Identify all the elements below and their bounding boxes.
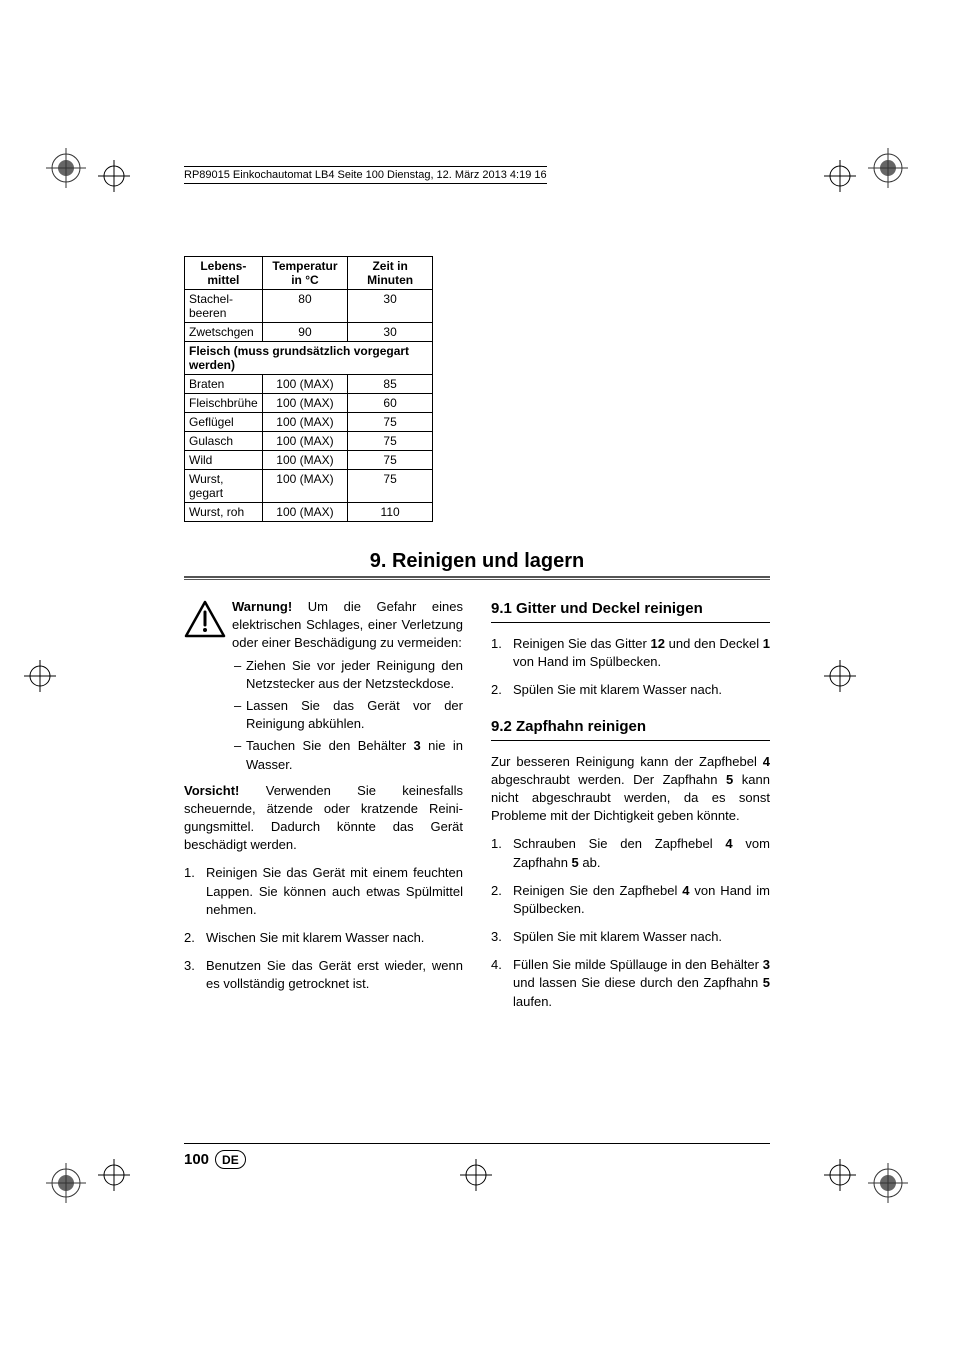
- crosshair-icon: [820, 156, 860, 196]
- step-item: 1.Reinigen Sie das Gitter 12 und den Dec…: [491, 635, 770, 671]
- cooking-table: Lebens-mittel Temperaturin °C Zeit inMin…: [184, 256, 433, 522]
- caution-label: Vorsicht!: [184, 783, 239, 798]
- table-cell: 100 (MAX): [262, 503, 348, 522]
- subsection-title: 9.2 Zapfhahn reinigen: [491, 716, 770, 737]
- step-item: 3.Benutzen Sie das Gerät erst wieder, we…: [184, 957, 463, 993]
- table-row: Gulasch100 (MAX)75: [185, 432, 433, 451]
- step-item: 1.Schrauben Sie den Zapfhebel 4 vom Zapf…: [491, 835, 770, 871]
- table-header: Zeit inMinuten: [348, 257, 433, 290]
- table-cell: Fleischbrühe: [185, 394, 263, 413]
- crosshair-icon: [20, 656, 60, 696]
- table-cell: 30: [348, 290, 433, 323]
- bullet-item: Tauchen Sie den Behälter 3 nie in Wasser…: [234, 737, 463, 773]
- step-item: 4.Füllen Sie milde Spüllauge in den Behä…: [491, 956, 770, 1011]
- step-item: 3.Spülen Sie mit klarem Wasser nach.: [491, 928, 770, 946]
- step-item: 2.Spülen Sie mit klarem Wasser nach.: [491, 681, 770, 699]
- table-cell: Stachel-beeren: [185, 290, 263, 323]
- table-cell: 100 (MAX): [262, 375, 348, 394]
- warning-label: Warnung!: [232, 599, 292, 614]
- print-mark-icon: [868, 1163, 908, 1203]
- table-row: Geflügel100 (MAX)75: [185, 413, 433, 432]
- warning-text: Warnung! Um die Gefahr eines elektrische…: [232, 598, 463, 653]
- step-item: 1.Reinigen Sie das Gerät mit einem feuch…: [184, 864, 463, 919]
- table-cell: Zwetschgen: [185, 323, 263, 342]
- section-title: 9. Reinigen und lagern: [184, 550, 770, 573]
- table-cell: 100 (MAX): [262, 413, 348, 432]
- table-cell: 75: [348, 451, 433, 470]
- title-rule: [184, 576, 770, 580]
- table-cell: 75: [348, 470, 433, 503]
- step-item: 2.Reinigen Sie den Zapfhebel 4 von Hand …: [491, 882, 770, 918]
- table-row: Braten100 (MAX)85: [185, 375, 433, 394]
- table-cell: 100 (MAX): [262, 394, 348, 413]
- table-cell: Gulasch: [185, 432, 263, 451]
- table-row: Zwetschgen9030: [185, 323, 433, 342]
- print-mark-icon: [46, 1163, 86, 1203]
- warning-triangle-icon: [184, 600, 226, 638]
- table-cell: Wurst, gegart: [185, 470, 263, 503]
- table-header: Temperaturin °C: [262, 257, 348, 290]
- table-row: Fleischbrühe100 (MAX)60: [185, 394, 433, 413]
- table-section-header: Fleisch (muss grundsätzlich vorgegart we…: [185, 342, 433, 375]
- table-cell: Wurst, roh: [185, 503, 263, 522]
- table-cell: Geflügel: [185, 413, 263, 432]
- bullet-item: Ziehen Sie vor jeder Reinigung den Netzs…: [234, 657, 463, 693]
- table-cell: 100 (MAX): [262, 432, 348, 451]
- table-row: Wurst, roh100 (MAX)110: [185, 503, 433, 522]
- table-row: Wurst, gegart100 (MAX)75: [185, 470, 433, 503]
- table-cell: Wild: [185, 451, 263, 470]
- table-cell: 75: [348, 413, 433, 432]
- language-badge: DE: [215, 1150, 246, 1169]
- page-footer: 100 DE: [184, 1143, 770, 1169]
- page-number: 100: [184, 1151, 209, 1168]
- crosshair-icon: [820, 656, 860, 696]
- print-mark-icon: [46, 148, 86, 188]
- print-mark-icon: [868, 148, 908, 188]
- table-cell: 75: [348, 432, 433, 451]
- subsection-rule: [491, 740, 770, 741]
- table-cell: 100 (MAX): [262, 451, 348, 470]
- bullet-item: Lassen Sie das Gerät vor der Reinigung a…: [234, 697, 463, 733]
- crosshair-icon: [94, 156, 134, 196]
- table-row: Stachel-beeren8030: [185, 290, 433, 323]
- table-row: Wild100 (MAX)75: [185, 451, 433, 470]
- crosshair-icon: [820, 1155, 860, 1195]
- table-cell: 90: [262, 323, 348, 342]
- step-item: 2.Wischen Sie mit klarem Wasser nach.: [184, 929, 463, 947]
- table-cell: Braten: [185, 375, 263, 394]
- caution-text: Vorsicht! Verwenden Sie keinesfalls sche…: [184, 782, 463, 855]
- table-cell: 110: [348, 503, 433, 522]
- subsection-rule: [491, 622, 770, 623]
- table-cell: 30: [348, 323, 433, 342]
- table-cell: 85: [348, 375, 433, 394]
- table-header: Lebens-mittel: [185, 257, 263, 290]
- page-header-text: RP89015 Einkochautomat LB4 Seite 100 Die…: [184, 166, 547, 184]
- table-cell: 100 (MAX): [262, 470, 348, 503]
- table-cell: 80: [262, 290, 348, 323]
- intro-paragraph: Zur besseren Reinigung kann der Zapfhebe…: [491, 753, 770, 826]
- crosshair-icon: [94, 1155, 134, 1195]
- table-cell: 60: [348, 394, 433, 413]
- subsection-title: 9.1 Gitter und Deckel reinigen: [491, 598, 770, 619]
